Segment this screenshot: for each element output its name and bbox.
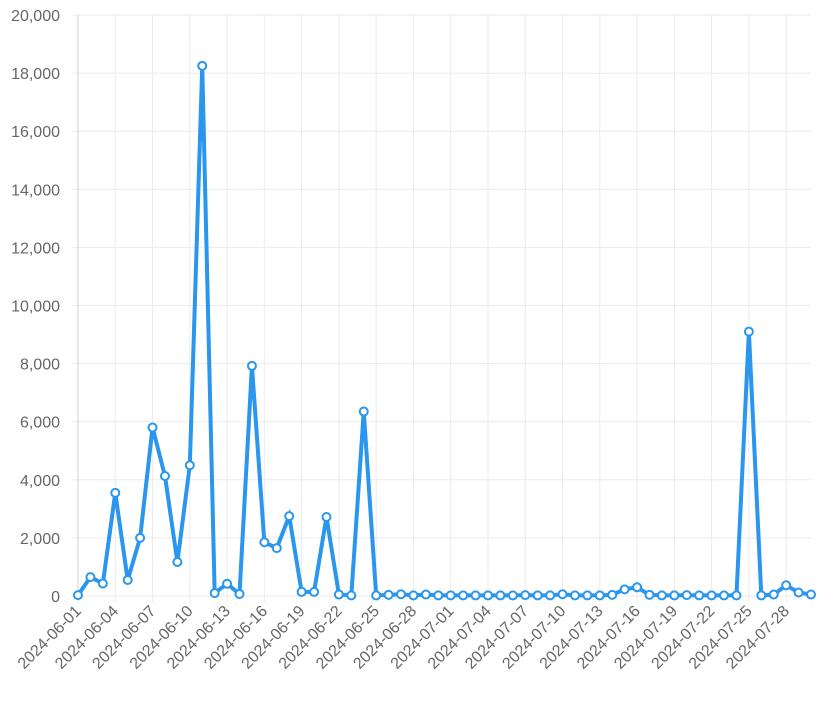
point bbox=[222, 578, 233, 589]
point bbox=[507, 590, 518, 601]
point bbox=[73, 590, 83, 601]
point bbox=[482, 590, 493, 601]
point bbox=[408, 590, 419, 601]
point bbox=[681, 590, 692, 601]
point bbox=[756, 590, 767, 601]
point bbox=[545, 590, 556, 601]
point bbox=[333, 589, 344, 600]
point bbox=[122, 575, 133, 586]
y-tick-label: 0 bbox=[51, 589, 60, 606]
point bbox=[197, 60, 208, 71]
point bbox=[271, 543, 282, 554]
point bbox=[656, 590, 667, 601]
point bbox=[296, 586, 307, 597]
point bbox=[396, 589, 407, 600]
line bbox=[76, 65, 812, 599]
point bbox=[371, 590, 382, 601]
point bbox=[768, 589, 779, 600]
point bbox=[172, 557, 183, 568]
point bbox=[97, 578, 108, 589]
point bbox=[719, 590, 730, 601]
point bbox=[358, 406, 369, 417]
point bbox=[209, 588, 220, 599]
point bbox=[433, 590, 444, 601]
y-tick-label: 16,000 bbox=[11, 124, 60, 141]
point bbox=[793, 587, 804, 598]
point bbox=[458, 590, 469, 601]
point bbox=[85, 572, 96, 583]
y-tick-label: 6,000 bbox=[20, 415, 60, 432]
point bbox=[743, 326, 754, 337]
point bbox=[706, 590, 717, 601]
point bbox=[321, 511, 332, 522]
y-tick-label: 4,000 bbox=[20, 473, 60, 490]
point bbox=[594, 590, 605, 601]
y-tick-label: 20,000 bbox=[11, 8, 60, 25]
point bbox=[582, 590, 593, 601]
y-tick-label: 8,000 bbox=[20, 357, 60, 374]
y-tick-label: 14,000 bbox=[11, 182, 60, 199]
point bbox=[495, 590, 506, 601]
point bbox=[694, 590, 705, 601]
point bbox=[781, 580, 792, 591]
point bbox=[383, 589, 394, 600]
y-tick-label: 12,000 bbox=[11, 240, 60, 257]
point bbox=[445, 590, 456, 601]
point bbox=[557, 589, 568, 600]
point bbox=[110, 487, 121, 498]
point bbox=[644, 589, 655, 600]
point bbox=[234, 588, 245, 599]
point bbox=[806, 589, 816, 600]
point bbox=[184, 460, 195, 471]
point bbox=[607, 589, 618, 600]
point bbox=[420, 589, 431, 600]
point bbox=[346, 590, 357, 601]
point bbox=[632, 582, 643, 593]
point bbox=[470, 590, 481, 601]
y-tick-label: 10,000 bbox=[11, 299, 60, 316]
y-tick-label: 2,000 bbox=[20, 531, 60, 548]
point bbox=[147, 422, 158, 433]
point bbox=[135, 532, 146, 543]
point bbox=[159, 471, 170, 482]
point bbox=[284, 511, 295, 522]
point bbox=[259, 537, 270, 548]
point bbox=[619, 584, 630, 595]
point bbox=[569, 590, 580, 601]
point bbox=[532, 590, 543, 601]
point bbox=[731, 590, 742, 601]
point bbox=[520, 590, 531, 601]
point bbox=[246, 360, 257, 371]
y-tick-label: 18,000 bbox=[11, 66, 60, 83]
point bbox=[309, 586, 320, 597]
point bbox=[669, 590, 680, 601]
